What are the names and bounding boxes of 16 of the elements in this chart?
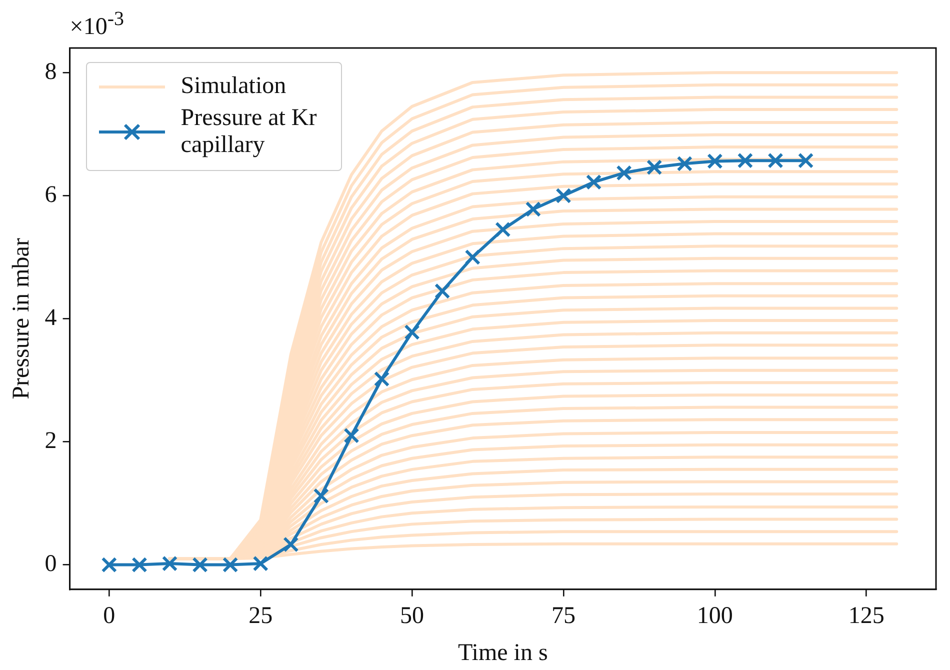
x-tick-label: 25 [248,603,273,630]
x-axis-title: Time in s [458,640,548,666]
x-tick-label: 100 [696,603,733,630]
y-tick-label: 8 [44,58,57,85]
y-tick-label: 2 [44,428,57,454]
x-tick-label: 0 [103,603,116,630]
y-axis-title: Pressure in mbar [8,238,35,400]
x-tick-label: 50 [400,603,424,630]
y-tick-label: 4 [44,304,57,331]
text: ×10$^{-3}$ [70,8,124,41]
legend-label: Pressure at Kr capillary [180,104,318,160]
y-tick-label: 0 [44,551,57,578]
x-tick-label: 75 [551,603,576,630]
y-tick-label: 6 [44,182,57,208]
legend-label: Simulation [180,73,286,101]
x-tick-label: 125 [848,603,884,630]
